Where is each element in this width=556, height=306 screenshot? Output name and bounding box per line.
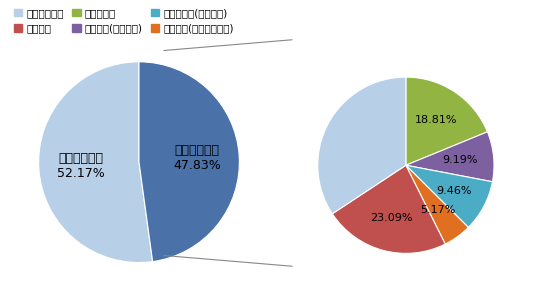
- Wedge shape: [38, 62, 153, 263]
- Wedge shape: [406, 77, 488, 165]
- Wedge shape: [317, 77, 406, 214]
- Legend: 传统人工洗车, 手工洗车, 高压枪洗车, 蒸汽洗车(微水洗车), 循环水洗车(中水洗车), 无水洗车(化学制品洗车): 传统人工洗车, 手工洗车, 高压枪洗车, 蒸汽洗车(微水洗车), 循环水洗车(中…: [11, 5, 237, 37]
- Text: 18.81%: 18.81%: [415, 115, 458, 125]
- Text: 9.19%: 9.19%: [443, 155, 478, 165]
- Text: 自动电脑洗车
47.83%: 自动电脑洗车 47.83%: [173, 144, 221, 172]
- Wedge shape: [406, 132, 494, 182]
- Text: 23.09%: 23.09%: [370, 213, 413, 223]
- Wedge shape: [139, 62, 240, 262]
- Wedge shape: [332, 165, 445, 253]
- Wedge shape: [406, 165, 493, 227]
- Text: 5.17%: 5.17%: [420, 204, 455, 215]
- Text: 9.46%: 9.46%: [436, 186, 472, 196]
- Wedge shape: [406, 165, 468, 244]
- Text: 传统人工洗车
52.17%: 传统人工洗车 52.17%: [57, 152, 105, 180]
